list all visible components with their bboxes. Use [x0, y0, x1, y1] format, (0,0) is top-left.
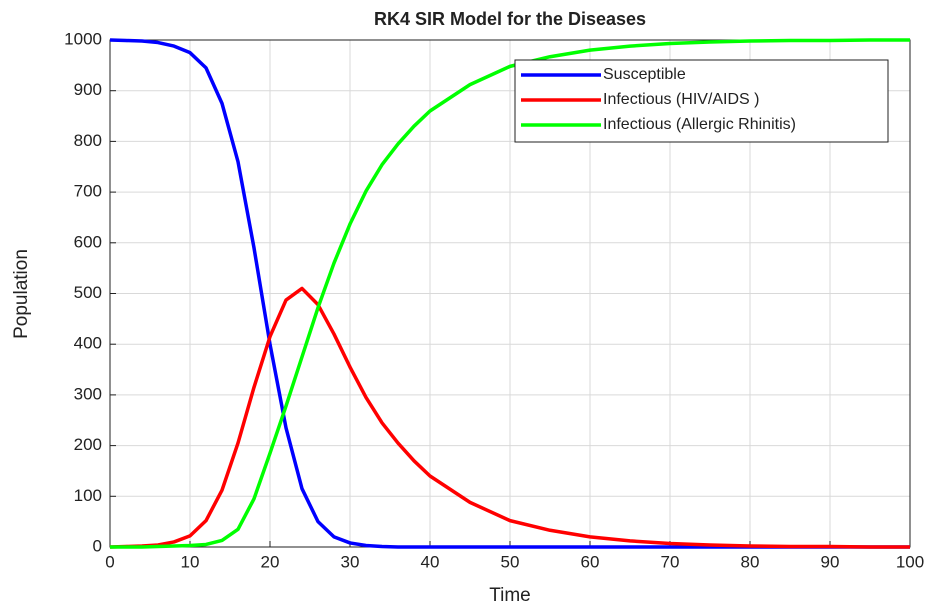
y-tick-label: 0	[93, 536, 102, 555]
y-tick-label: 1000	[64, 29, 102, 48]
series-line	[109, 286, 910, 549]
y-tick-label: 500	[74, 283, 102, 302]
series-line	[109, 38, 910, 549]
x-tick-label: 60	[581, 552, 600, 571]
x-tick-label: 0	[105, 552, 114, 571]
x-tick-label: 40	[421, 552, 440, 571]
y-tick-label: 300	[74, 384, 102, 403]
chart-title: RK4 SIR Model for the Diseases	[374, 9, 646, 29]
y-tick-label: 800	[74, 131, 102, 150]
x-tick-label: 20	[261, 552, 280, 571]
x-tick-label: 70	[661, 552, 680, 571]
y-tick-label: 100	[74, 486, 102, 505]
legend-label: Infectious (HIV/AIDS )	[603, 91, 760, 108]
y-tick-label: 700	[74, 182, 102, 201]
x-tick-label: 90	[821, 552, 840, 571]
x-tick-label: 80	[741, 552, 760, 571]
legend-label: Susceptible	[603, 66, 686, 83]
y-tick-label: 900	[74, 80, 102, 99]
y-tick-label: 200	[74, 435, 102, 454]
x-tick-label: 30	[341, 552, 360, 571]
x-tick-label: 10	[181, 552, 200, 571]
x-tick-label: 100	[896, 552, 924, 571]
legend-label: Infectious (Allergic Rhinitis)	[603, 116, 796, 133]
y-tick-label: 400	[74, 334, 102, 353]
y-axis-label: Population	[11, 249, 32, 339]
x-axis-label: Time	[489, 585, 531, 606]
x-tick-label: 50	[501, 552, 520, 571]
y-tick-label: 600	[74, 232, 102, 251]
series-line	[110, 38, 910, 549]
